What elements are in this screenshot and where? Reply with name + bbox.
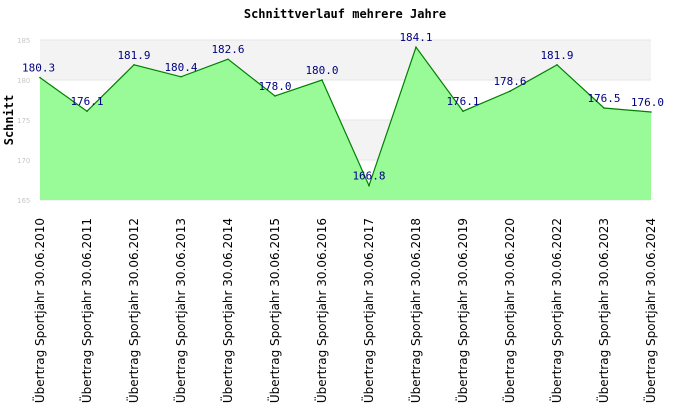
data-labels: 180.3 176.1 181.9 180.4 182.6 178.0 180.0 166.8… bbox=[22, 31, 664, 182]
data-point bbox=[133, 64, 135, 66]
y-tick-label: 175 bbox=[17, 117, 30, 125]
data-label: 176.0 bbox=[631, 96, 664, 109]
y-tick-label: 170 bbox=[17, 157, 30, 165]
data-point bbox=[509, 90, 511, 92]
x-tick-label: Übertrag Sportjahr 30.06.2020 bbox=[501, 218, 517, 403]
x-tick-label: Übertrag Sportjahr 30.06.2024 bbox=[642, 218, 658, 403]
data-point bbox=[227, 58, 229, 60]
x-tick-label: Übertrag Sportjahr 30.06.2018 bbox=[407, 218, 423, 403]
data-point bbox=[415, 46, 417, 48]
data-label: 176.5 bbox=[587, 92, 620, 105]
chart-title: Schnittverlauf mehrere Jahre bbox=[244, 7, 446, 21]
y-tick-label: 185 bbox=[17, 37, 30, 45]
data-point bbox=[603, 107, 605, 109]
data-point bbox=[39, 76, 41, 79]
x-tick-label: Übertrag Sportjahr 30.06.2015 bbox=[266, 218, 282, 403]
y-axis-ticks: 165 170 175 180 185 bbox=[17, 37, 30, 205]
data-label: 180.3 bbox=[22, 62, 55, 75]
data-point bbox=[368, 184, 370, 187]
data-label: 181.9 bbox=[117, 49, 150, 62]
x-tick-label: Übertrag Sportjahr 30.06.2016 bbox=[313, 218, 329, 403]
x-tick-label: Übertrag Sportjahr 30.06.2019 bbox=[454, 218, 470, 403]
data-point bbox=[462, 110, 464, 112]
x-tick-label: Übertrag Sportjahr 30.06.2022 bbox=[548, 218, 564, 403]
data-point bbox=[321, 79, 323, 81]
data-label: 176.1 bbox=[446, 95, 479, 108]
y-axis-label: Schnitt bbox=[2, 95, 16, 146]
x-tick-label: Übertrag Sportjahr 30.06.2012 bbox=[125, 218, 141, 403]
data-label: 182.6 bbox=[211, 43, 244, 56]
area-layer bbox=[39, 45, 652, 201]
x-tick-label: Übertrag Sportjahr 30.06.2013 bbox=[172, 218, 188, 403]
data-label: 178.0 bbox=[258, 80, 291, 93]
data-point bbox=[274, 95, 276, 97]
series-line bbox=[39, 45, 652, 188]
area-fill bbox=[40, 47, 651, 201]
data-point bbox=[650, 111, 652, 113]
y-tick-label: 165 bbox=[17, 197, 30, 205]
data-point bbox=[86, 110, 88, 112]
data-label: 180.4 bbox=[164, 61, 197, 74]
data-label: 166.8 bbox=[352, 170, 385, 183]
data-label: 181.9 bbox=[540, 49, 573, 62]
x-tick-label: Übertrag Sportjahr 30.06.2011 bbox=[78, 218, 94, 403]
data-label: 180.0 bbox=[305, 64, 338, 77]
data-point bbox=[180, 76, 182, 78]
x-tick-label: Übertrag Sportjahr 30.06.2010 bbox=[31, 218, 47, 403]
x-tick-label: Übertrag Sportjahr 30.06.2017 bbox=[360, 218, 376, 403]
data-label: 176.1 bbox=[70, 95, 103, 108]
x-tick-label: Übertrag Sportjahr 30.06.2014 bbox=[219, 218, 235, 403]
data-point bbox=[556, 64, 558, 66]
y-tick-label: 180 bbox=[17, 77, 30, 85]
x-tick-label: Übertrag Sportjahr 30.06.2023 bbox=[595, 218, 611, 403]
data-label: 178.6 bbox=[493, 75, 526, 88]
x-axis-ticks: Übertrag Sportjahr 30.06.2010 Übertrag Sp… bbox=[31, 218, 658, 403]
data-label: 184.1 bbox=[399, 31, 432, 44]
